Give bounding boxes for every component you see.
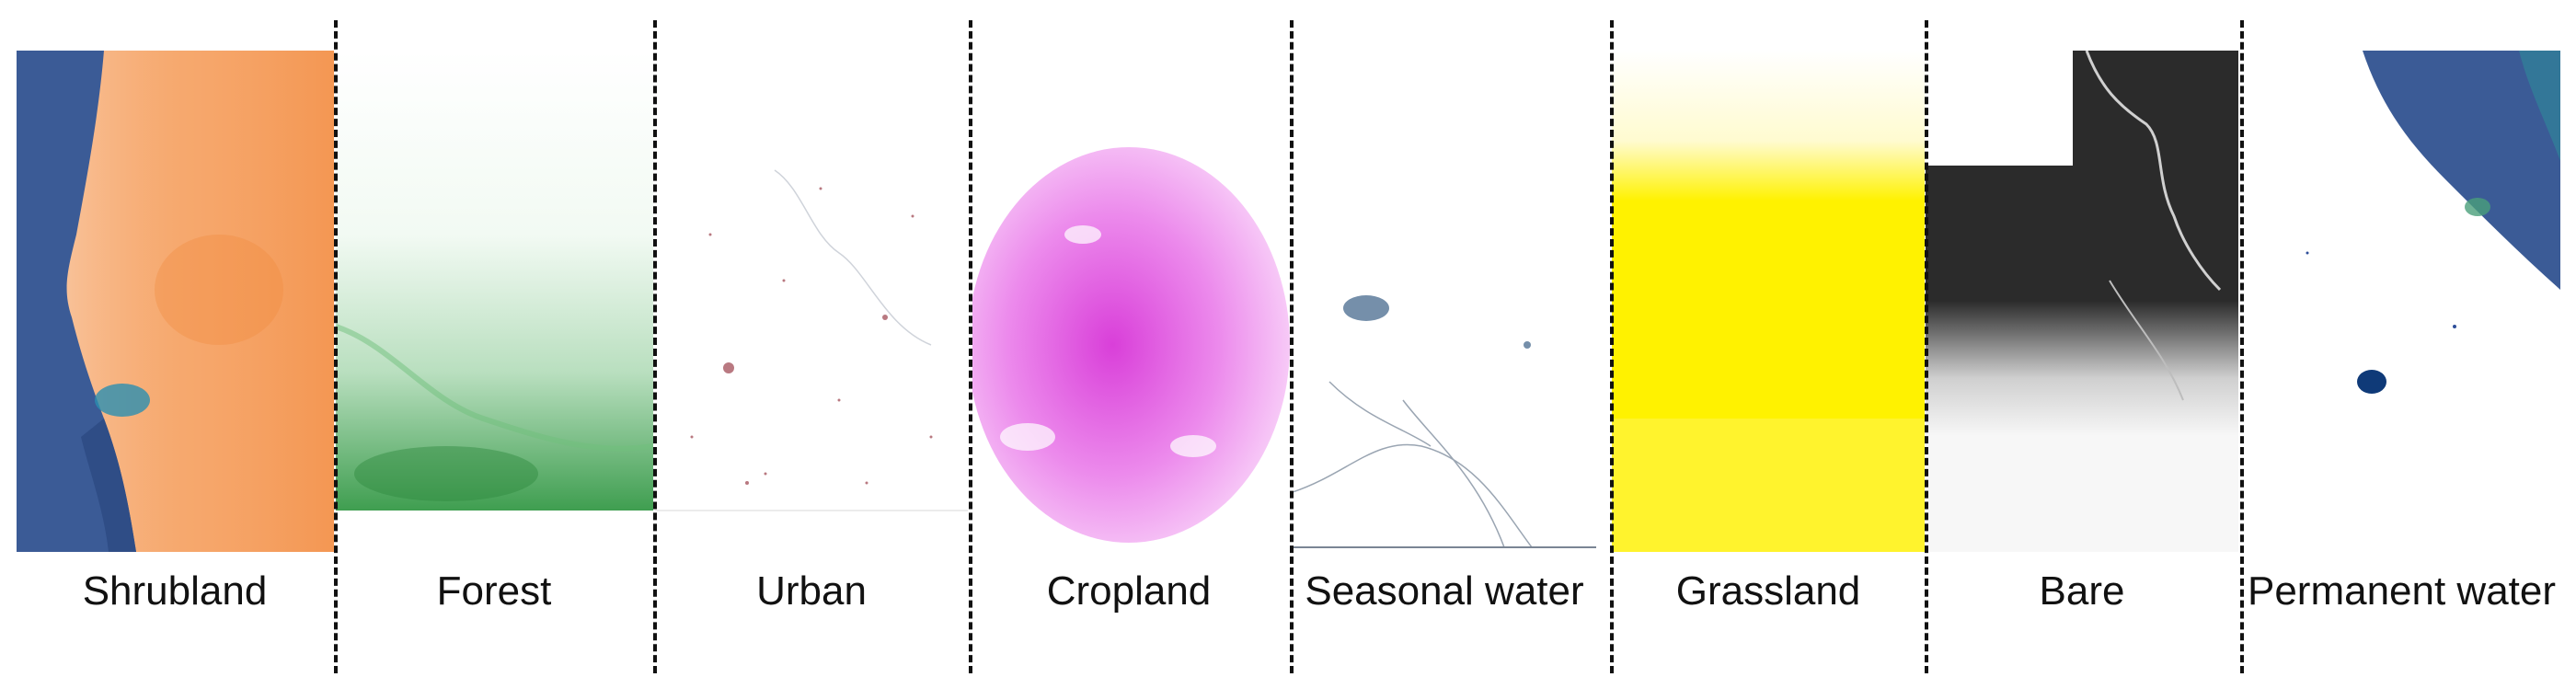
cropland-map-panel [972, 51, 1290, 552]
shrubland-map-panel [17, 51, 334, 552]
panel-label-grassland: Grassland [1675, 568, 1861, 614]
seasonal-water-map-panel [1293, 51, 1610, 552]
grassland-map-panel [1612, 51, 1925, 552]
dashed-divider [1290, 20, 1294, 673]
urban-map-panel [655, 51, 968, 552]
forest-map-panel [336, 51, 653, 552]
dashed-divider [653, 20, 657, 673]
bare-map-panel [1926, 51, 2238, 552]
panel-label-seasonal-water: Seasonal water [1305, 568, 1584, 614]
panel-label-permanent-water: Permanent water [2247, 568, 2557, 614]
permanent-water-map-panel [2243, 51, 2560, 552]
panel-label-cropland: Cropland [1046, 568, 1212, 614]
dashed-divider [1925, 20, 1928, 673]
dashed-divider [2240, 20, 2244, 673]
panel-label-shrubland: Shrubland [82, 568, 268, 614]
panel-label-urban: Urban [756, 568, 867, 614]
dashed-divider [334, 20, 338, 673]
panel-label-forest: Forest [436, 568, 552, 614]
dashed-divider [969, 20, 972, 673]
dashed-divider [1610, 20, 1614, 673]
panel-label-bare: Bare [2039, 568, 2125, 614]
